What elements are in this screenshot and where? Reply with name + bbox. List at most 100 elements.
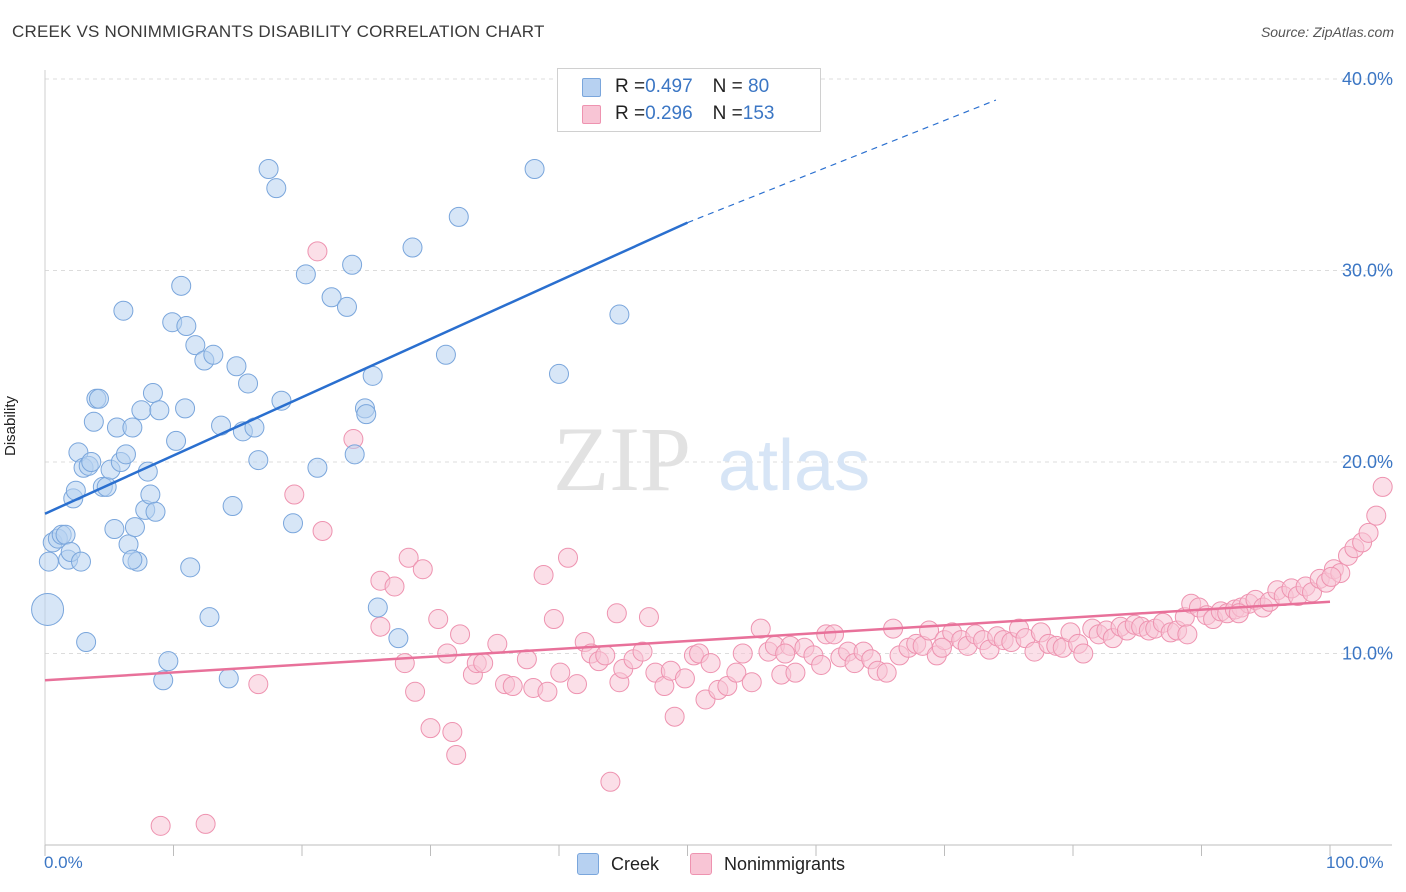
data-point xyxy=(420,718,441,739)
data-point xyxy=(1073,643,1094,664)
data-point xyxy=(115,444,136,465)
data-point xyxy=(674,668,695,689)
data-point xyxy=(398,547,419,568)
data-point xyxy=(180,557,201,578)
data-point xyxy=(81,452,102,472)
data-point xyxy=(550,662,571,683)
data-point xyxy=(609,304,630,325)
data-point xyxy=(122,417,143,438)
bottom-legend-nonimmigrants: Nonimmigrants xyxy=(690,851,845,877)
creek-legend-label: Creek xyxy=(611,853,660,874)
data-point xyxy=(336,296,357,317)
data-point xyxy=(295,264,316,285)
data-point xyxy=(435,344,456,365)
data-point xyxy=(131,400,152,421)
data-point xyxy=(557,547,578,568)
data-point xyxy=(171,275,192,296)
data-point xyxy=(356,404,377,425)
trend-lines xyxy=(44,99,1331,682)
data-point xyxy=(342,254,363,275)
data-point xyxy=(238,373,259,394)
data-point xyxy=(367,597,388,618)
y-tick-labels: 10.0% 20.0% 30.0% 40.0% xyxy=(1342,69,1393,664)
data-point xyxy=(412,559,433,580)
data-point xyxy=(1177,624,1198,645)
data-point xyxy=(775,643,796,664)
data-point xyxy=(448,206,469,227)
data-point xyxy=(811,654,832,675)
data-point xyxy=(1358,522,1379,543)
nonimmigrants-trend-line xyxy=(44,600,1331,682)
legend-row-nonimmigrants: R = 0.296 N = 153 xyxy=(582,102,774,126)
data-point xyxy=(595,645,616,666)
data-point xyxy=(38,551,59,572)
data-point xyxy=(473,653,494,674)
data-point xyxy=(785,662,806,683)
data-point xyxy=(516,649,537,670)
watermark-atlas: atlas xyxy=(718,426,870,506)
data-point xyxy=(487,633,508,654)
data-point xyxy=(195,813,216,834)
x-min-label: 0.0% xyxy=(44,853,83,872)
legend-n-label: N = xyxy=(712,76,743,97)
data-point xyxy=(321,287,342,308)
data-point xyxy=(405,681,426,702)
data-point xyxy=(370,616,391,637)
legend-n-label: N = xyxy=(712,103,743,124)
axes xyxy=(44,70,1392,856)
data-point xyxy=(524,159,545,180)
creek-swatch xyxy=(582,77,601,97)
data-point xyxy=(158,651,179,672)
data-point xyxy=(502,676,523,697)
data-point xyxy=(566,674,587,695)
data-point xyxy=(166,430,187,451)
watermark: ZIP atlas xyxy=(553,408,870,510)
nonimmigrants-swatch xyxy=(582,104,601,124)
data-point xyxy=(344,444,365,465)
data-point xyxy=(543,609,564,630)
legend-n-value: 80 xyxy=(742,76,770,97)
data-point xyxy=(533,564,554,585)
data-point xyxy=(70,551,91,572)
data-point xyxy=(266,178,287,199)
data-point xyxy=(124,517,145,538)
data-point xyxy=(823,624,844,645)
data-point xyxy=(606,603,627,624)
data-point xyxy=(876,662,897,683)
nonimmigrants-legend-label: Nonimmigrants xyxy=(724,853,846,874)
data-point xyxy=(150,815,171,836)
data-point xyxy=(88,388,109,409)
legend-row-creek: R = 0.497 N = 80 xyxy=(582,75,769,99)
data-point xyxy=(149,400,170,421)
data-point xyxy=(176,316,197,337)
data-point xyxy=(113,300,134,321)
data-point xyxy=(258,159,279,180)
legend-r-label: R = xyxy=(615,76,646,97)
data-point xyxy=(1366,505,1387,526)
data-point xyxy=(537,681,558,702)
data-point xyxy=(199,607,220,628)
y-tick-label: 20.0% xyxy=(1342,452,1393,472)
data-point xyxy=(222,496,243,517)
creek-trend-extension xyxy=(687,99,997,224)
data-point xyxy=(402,237,423,258)
data-point xyxy=(384,576,405,597)
data-point xyxy=(1321,566,1342,587)
data-point xyxy=(153,670,174,691)
data-point xyxy=(185,335,206,356)
data-point xyxy=(632,641,653,662)
data-point xyxy=(145,501,166,522)
y-tick-label: 30.0% xyxy=(1342,261,1393,281)
data-point xyxy=(248,450,269,471)
data-point xyxy=(142,383,163,404)
data-point xyxy=(664,706,685,727)
data-point xyxy=(1372,476,1393,497)
data-point xyxy=(741,672,762,693)
data-point xyxy=(600,771,621,792)
gridlines xyxy=(45,78,1392,654)
data-point xyxy=(700,653,721,674)
bottom-legend-creek: Creek xyxy=(577,851,659,877)
data-point xyxy=(442,722,463,743)
data-point xyxy=(732,643,753,664)
